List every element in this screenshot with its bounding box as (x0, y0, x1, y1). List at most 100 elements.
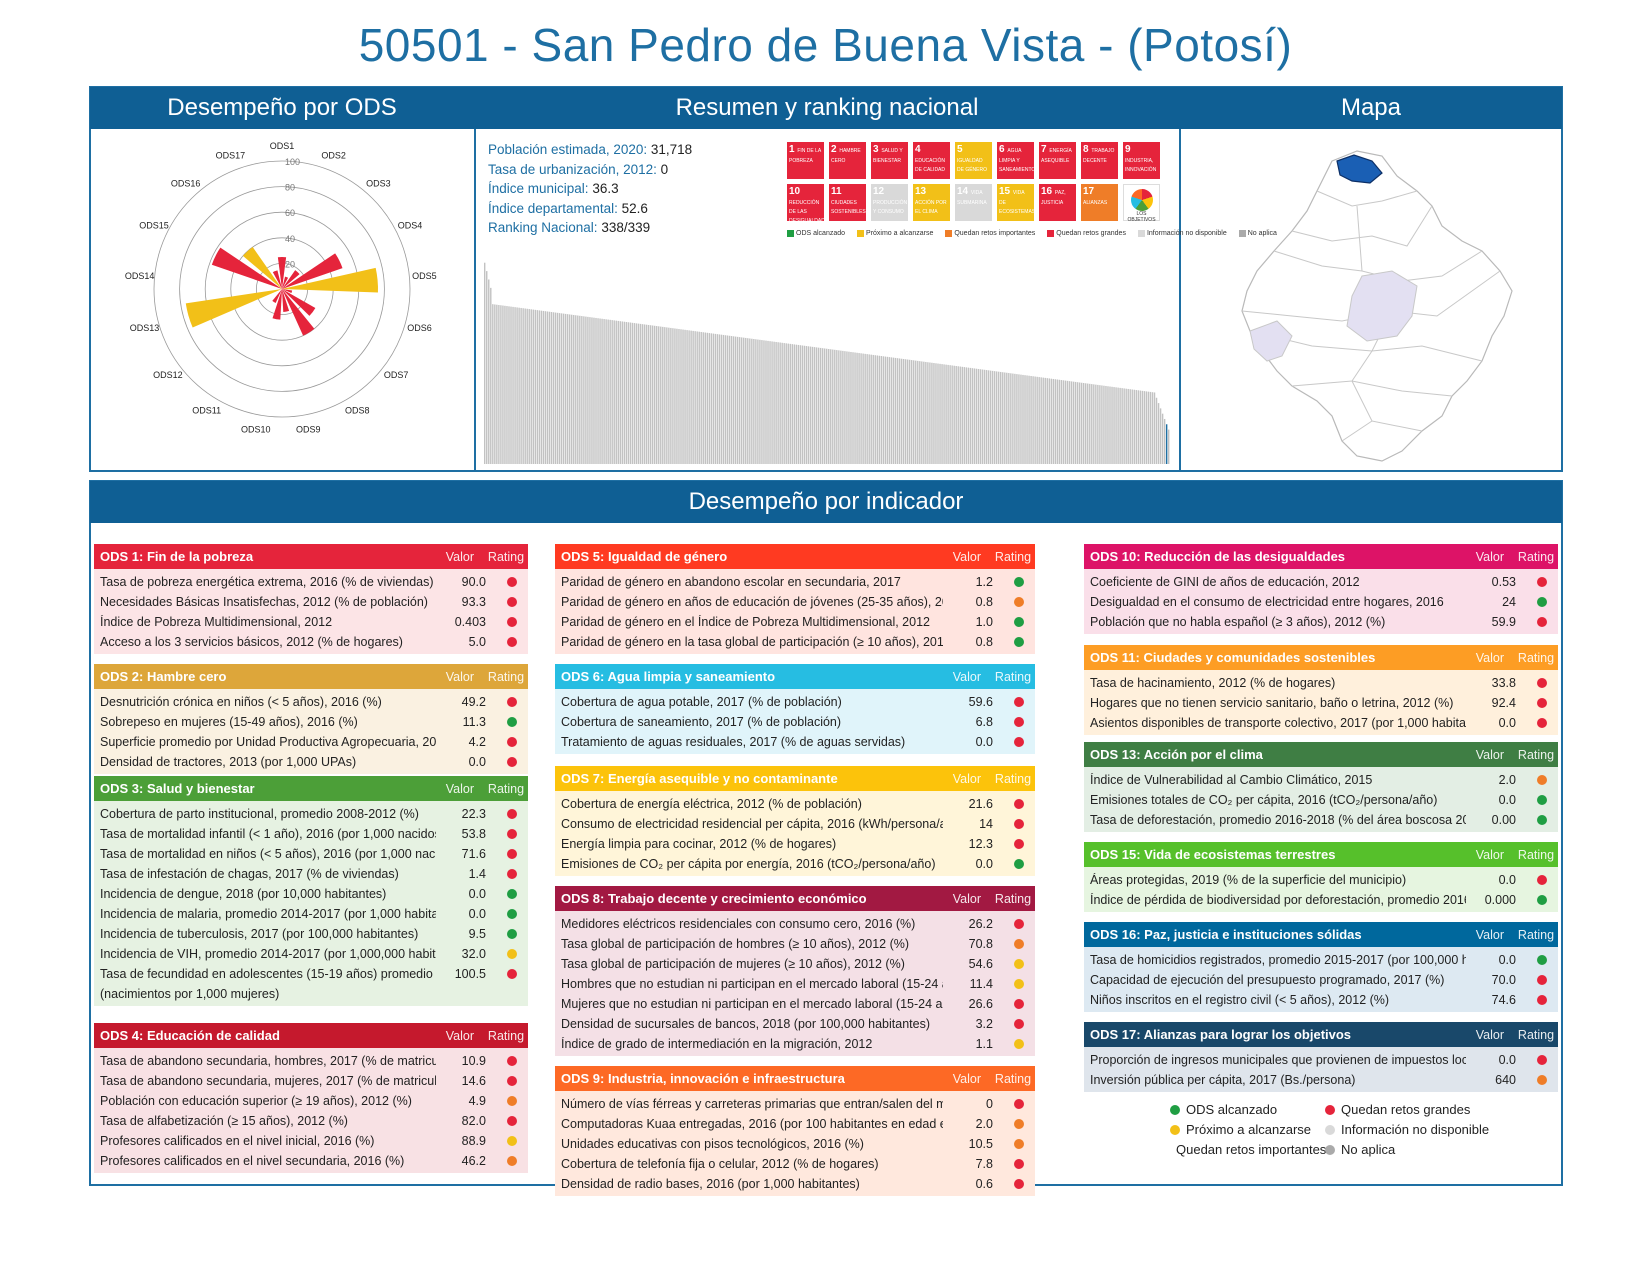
panel-header: ODS 15: Vida de ecosistemas terrestres Va… (1084, 842, 1558, 867)
ranking-bar (1095, 385, 1096, 464)
indicator-value: 640 (1466, 1073, 1526, 1087)
indicator-rating (1003, 819, 1035, 829)
indicator-row: Sobrepeso en mujeres (15-49 años), 2016 … (94, 712, 528, 732)
rating-header: Rating (484, 782, 528, 796)
ranking-bar (955, 366, 956, 464)
ranking-bar (577, 316, 578, 464)
rating-dot-icon (1014, 1039, 1024, 1049)
ranking-bar (611, 320, 612, 464)
ranking-bar (949, 365, 950, 464)
rating-header: Rating (484, 670, 528, 684)
indicator-label: Población con educación superior (≥ 19 a… (100, 1094, 436, 1108)
rating-dot-icon (507, 909, 517, 919)
ranking-bar (1020, 375, 1021, 464)
ranking-bar (1115, 387, 1116, 464)
indicator-rating (496, 909, 528, 919)
indicator-value: 0.0 (1466, 873, 1526, 887)
indicator-rating (1003, 717, 1035, 727)
ranking-bar (535, 310, 536, 464)
ranking-bar (690, 331, 691, 464)
rating-dot-icon (1014, 1179, 1024, 1189)
legend-item: Información no disponible (1325, 1120, 1500, 1140)
indicator-row: Tasa de abandono secundaria, mujeres, 20… (94, 1071, 528, 1091)
ods-tile: 17 ALIANZAS (1081, 184, 1118, 221)
rating-dot-icon (1014, 637, 1024, 647)
indicator-value: 70.0 (1466, 973, 1526, 987)
ranking-bar (1051, 379, 1052, 464)
indicator-label: Tasa global de participación de hombres … (561, 937, 943, 951)
ranking-bar (828, 349, 829, 464)
indicator-value: 1.4 (436, 867, 496, 881)
indicator-panel: ODS 15: Vida de ecosistemas terrestres Va… (1084, 842, 1558, 912)
ranking-bar (755, 339, 756, 464)
rating-dot-icon (1014, 697, 1024, 707)
ranking-bar (492, 304, 493, 464)
ranking-bar (921, 361, 922, 464)
tile-number: 4 (915, 144, 921, 155)
rating-header: Rating (1514, 651, 1558, 665)
ranking-bar (783, 343, 784, 464)
indicator-rating (1526, 1055, 1558, 1065)
ranking-bar (626, 322, 627, 464)
ranking-bar (879, 356, 880, 464)
indicator-row: Índice de grado de intermediación en la … (555, 1034, 1035, 1054)
panel-title: ODS 5: Igualdad de género (561, 549, 943, 564)
ranking-bar (516, 307, 517, 464)
stat-label: Ranking Nacional: (488, 220, 601, 235)
ranking-bar (636, 323, 637, 464)
ranking-bar (656, 326, 657, 464)
indicator-row: Mujeres que no estudian ni participan en… (555, 994, 1035, 1014)
ranking-bar (899, 358, 900, 464)
indicator-value: 0.8 (943, 595, 1003, 609)
ranking-bar (883, 356, 884, 464)
indicator-panel: ODS 5: Igualdad de género Valor Rating Pari… (555, 544, 1035, 654)
ranking-bar (1158, 403, 1159, 464)
ranking-bar (1038, 377, 1039, 464)
valor-header: Valor (1466, 651, 1514, 665)
legend-dot-icon (1325, 1145, 1335, 1155)
indicator-label: Asientos disponibles de transporte colec… (1090, 716, 1466, 730)
rating-dot-icon (1014, 959, 1024, 969)
ranking-bar (1008, 373, 1009, 464)
indicator-row: Inversión pública per cápita, 2017 (Bs./… (1084, 1070, 1558, 1090)
ranking-bar (1130, 389, 1131, 464)
ranking-bar (567, 314, 568, 464)
rating-dot-icon (507, 889, 517, 899)
indicator-rating (1526, 955, 1558, 965)
radar-axis-label: ODS12 (153, 370, 183, 380)
ranking-bar (642, 324, 643, 464)
indicator-value: 32.0 (436, 947, 496, 961)
indicator-row: Tasa de abandono secundaria, hombres, 20… (94, 1051, 528, 1071)
ranking-bar (913, 360, 914, 464)
indicator-rating (496, 1056, 528, 1066)
ranking-bar (812, 347, 813, 464)
ranking-bar (1069, 381, 1070, 464)
rating-dot-icon (1537, 698, 1547, 708)
rating-dot-icon (507, 597, 517, 607)
ranking-bar (1000, 372, 1001, 464)
valor-header: Valor (436, 550, 484, 564)
ranking-bar (719, 334, 720, 464)
ranking-bar (818, 348, 819, 464)
stat-value: 36.3 (592, 181, 618, 196)
valor-header: Valor (1466, 848, 1514, 862)
indicator-label: Tasa de alfabetización (≥ 15 años), 2012… (100, 1114, 436, 1128)
indicator-rating (1526, 1075, 1558, 1085)
ranking-bar (856, 353, 857, 464)
ods-tile: 8 TRABAJO DECENTE (1081, 142, 1118, 179)
legend-item: Quedan retos importantes (1170, 1140, 1325, 1160)
indicator-rating (496, 597, 528, 607)
indicator-row: Incidencia de tuberculosis, 2017 (por 10… (94, 924, 528, 944)
ranking-bar (757, 340, 758, 464)
legend-label: No aplica (1341, 1140, 1395, 1160)
ranking-bar (1057, 380, 1058, 464)
ranking-bar (526, 309, 527, 464)
ranking-bar (634, 323, 635, 464)
indicator-label: Cobertura de agua potable, 2017 (% de po… (561, 695, 943, 709)
indicator-row: Densidad de tractores, 2013 (por 1,000 U… (94, 752, 528, 772)
rating-dot-icon (1014, 617, 1024, 627)
ranking-bar (798, 345, 799, 464)
rating-dot-icon (507, 1056, 517, 1066)
ranking-bar (937, 364, 938, 464)
rating-dot-icon (1537, 775, 1547, 785)
